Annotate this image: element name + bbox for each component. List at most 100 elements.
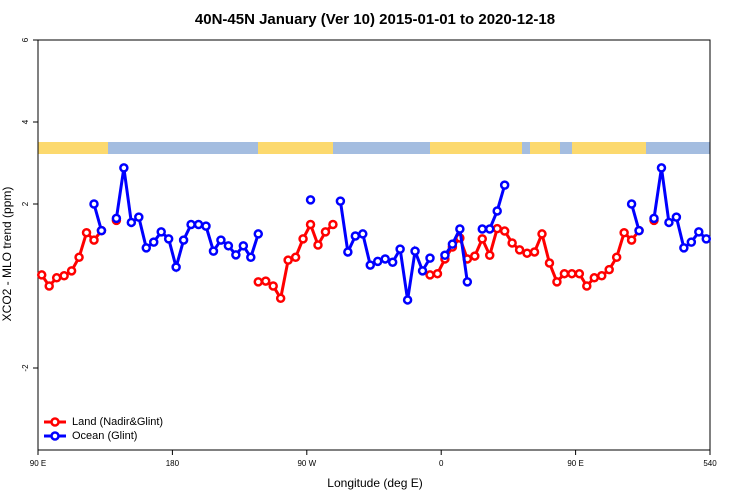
point xyxy=(701,234,712,244)
point xyxy=(649,213,659,224)
point xyxy=(89,235,99,245)
point xyxy=(148,237,159,247)
point xyxy=(305,195,316,205)
legend-marker xyxy=(50,417,60,427)
point xyxy=(425,270,435,280)
point xyxy=(455,224,465,234)
point xyxy=(253,229,264,239)
point xyxy=(611,252,622,263)
y-axis-label: XCO2 - MLO trend (ppm) xyxy=(0,187,14,322)
point xyxy=(552,277,562,287)
point xyxy=(335,196,346,206)
point xyxy=(343,247,353,257)
point xyxy=(544,258,555,268)
point xyxy=(178,235,189,245)
point xyxy=(686,237,697,247)
legend-label: Ocean (Glint) xyxy=(72,430,137,442)
point xyxy=(694,227,704,237)
point xyxy=(492,223,502,234)
point xyxy=(484,250,495,260)
chart-title: 40N-45N January (Ver 10) 2015-01-01 to 2… xyxy=(195,11,555,28)
point xyxy=(477,224,488,234)
point xyxy=(470,251,480,261)
point xyxy=(514,245,525,255)
point xyxy=(290,252,301,263)
point xyxy=(529,247,540,257)
point xyxy=(305,219,316,230)
point xyxy=(417,266,428,276)
point xyxy=(567,268,577,279)
point xyxy=(298,234,308,244)
point xyxy=(432,268,443,279)
point xyxy=(582,281,592,291)
y-tick-label: -2 xyxy=(21,364,30,372)
x-tick-label: 90 E xyxy=(567,459,583,468)
point xyxy=(216,235,226,245)
x-axis-label: Longitude (deg E) xyxy=(327,476,422,490)
point xyxy=(477,234,488,244)
point xyxy=(619,227,629,238)
point xyxy=(44,281,54,291)
point xyxy=(484,224,495,234)
plot-frame xyxy=(37,39,711,451)
y-tick-label: 4 xyxy=(21,119,30,124)
point xyxy=(313,240,323,250)
point xyxy=(380,254,390,264)
land-band xyxy=(38,142,108,154)
point xyxy=(626,199,637,209)
point xyxy=(387,257,398,267)
point xyxy=(372,256,383,267)
series-line xyxy=(42,220,654,298)
y-tick-label: 6 xyxy=(21,37,30,42)
point xyxy=(111,213,122,224)
x-tick-label: 540 xyxy=(703,459,717,468)
point xyxy=(238,241,249,251)
point xyxy=(604,264,614,275)
point xyxy=(425,253,435,263)
land-band xyxy=(258,142,333,154)
point xyxy=(253,277,264,287)
point xyxy=(201,221,211,231)
x-tick-label: 180 xyxy=(166,459,180,468)
point xyxy=(141,243,152,253)
x-tick-label: 0 xyxy=(439,459,444,468)
point xyxy=(89,199,99,209)
point xyxy=(171,262,181,272)
point xyxy=(186,219,196,230)
point xyxy=(59,271,69,281)
point xyxy=(664,217,674,228)
point xyxy=(574,268,585,279)
point xyxy=(208,246,219,256)
land-band xyxy=(430,142,522,154)
legend-label: Land (Nadir&Glint) xyxy=(72,416,163,428)
point xyxy=(163,234,174,244)
point xyxy=(507,238,517,248)
point xyxy=(559,268,570,279)
point xyxy=(268,281,278,291)
point xyxy=(119,163,129,173)
point xyxy=(492,206,502,216)
point xyxy=(596,271,607,281)
point xyxy=(410,246,420,256)
legend-marker xyxy=(50,431,60,441)
land-sea-band xyxy=(38,142,710,154)
point xyxy=(246,252,256,263)
point xyxy=(395,244,405,254)
point xyxy=(328,219,338,230)
point xyxy=(66,266,77,276)
point xyxy=(656,163,667,173)
point xyxy=(283,255,293,265)
point xyxy=(671,212,682,222)
point xyxy=(134,212,144,222)
point xyxy=(350,231,361,241)
point xyxy=(358,229,368,239)
point xyxy=(462,277,473,287)
point xyxy=(589,273,600,283)
point xyxy=(320,227,331,237)
point xyxy=(74,252,84,263)
point xyxy=(537,229,547,239)
y-tick-label: 2 xyxy=(21,201,30,206)
point xyxy=(634,225,644,236)
